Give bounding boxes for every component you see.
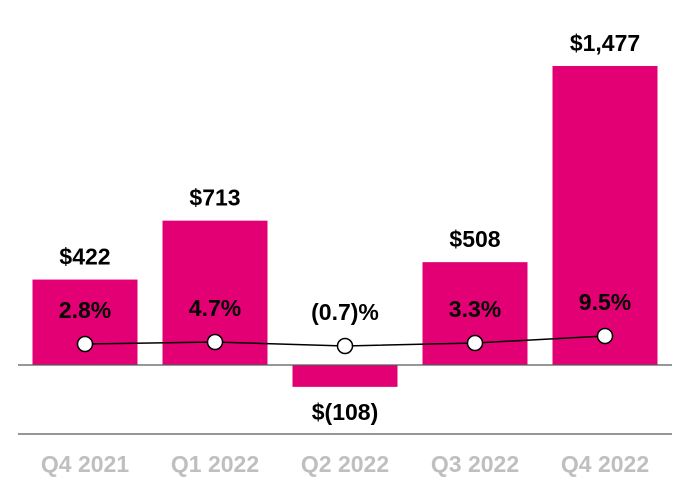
- bars-group: [32, 66, 658, 387]
- margin-percent-label: 3.3%: [449, 296, 501, 322]
- margin-point: [206, 333, 224, 351]
- category-label: Q4 2022: [561, 451, 649, 477]
- bar-value-label: $(108): [312, 399, 378, 425]
- margin-percent-label: 2.8%: [59, 297, 111, 323]
- margin-point: [596, 327, 614, 345]
- bar-value-label: $1,477: [570, 30, 640, 56]
- margin-point: [336, 337, 354, 355]
- bar-value-label: $422: [59, 244, 110, 270]
- margin-percent-label: 4.7%: [189, 295, 241, 321]
- category-label: Q2 2022: [301, 451, 389, 477]
- category-label: Q3 2022: [431, 451, 519, 477]
- bar-value-label: $713: [189, 185, 240, 211]
- margin-point: [466, 334, 484, 352]
- bar-value-label: $508: [449, 226, 500, 252]
- margin-percent-label: 9.5%: [579, 289, 631, 315]
- margin-point: [76, 335, 94, 353]
- category-label: Q4 2021: [41, 451, 129, 477]
- margin-percent-label: (0.7)%: [311, 299, 379, 325]
- labels-group: $422 Q4 2021 $713 Q1 2022 $(108) Q2 2022 $508 Q…: [41, 30, 649, 477]
- bar-5: [552, 66, 658, 365]
- margin-line-group: [76, 327, 614, 355]
- bar-3: [292, 365, 398, 387]
- category-label: Q1 2022: [171, 451, 259, 477]
